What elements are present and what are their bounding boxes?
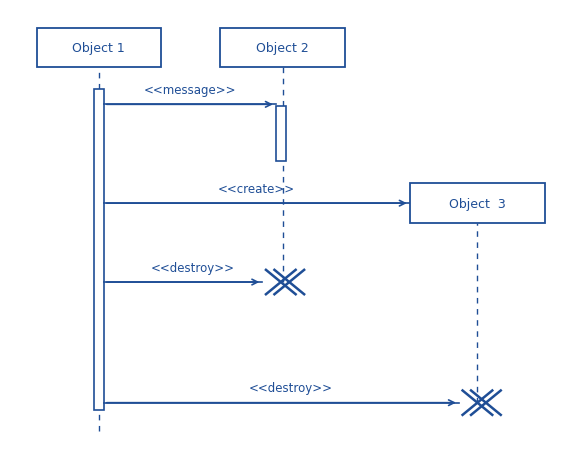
Text: Object 2: Object 2 — [256, 42, 309, 55]
Text: <<message>>: <<message>> — [144, 84, 236, 97]
Text: <<create>>: <<create>> — [218, 182, 295, 195]
Bar — [94, 90, 104, 410]
Bar — [37, 29, 161, 68]
Bar — [220, 29, 345, 68]
Text: <<destroy>>: <<destroy>> — [249, 382, 333, 394]
Text: Object 1: Object 1 — [72, 42, 125, 55]
Bar — [276, 106, 286, 162]
Text: <<destroy>>: <<destroy>> — [150, 261, 234, 274]
Bar — [410, 184, 545, 223]
Text: Object  3: Object 3 — [449, 197, 506, 210]
